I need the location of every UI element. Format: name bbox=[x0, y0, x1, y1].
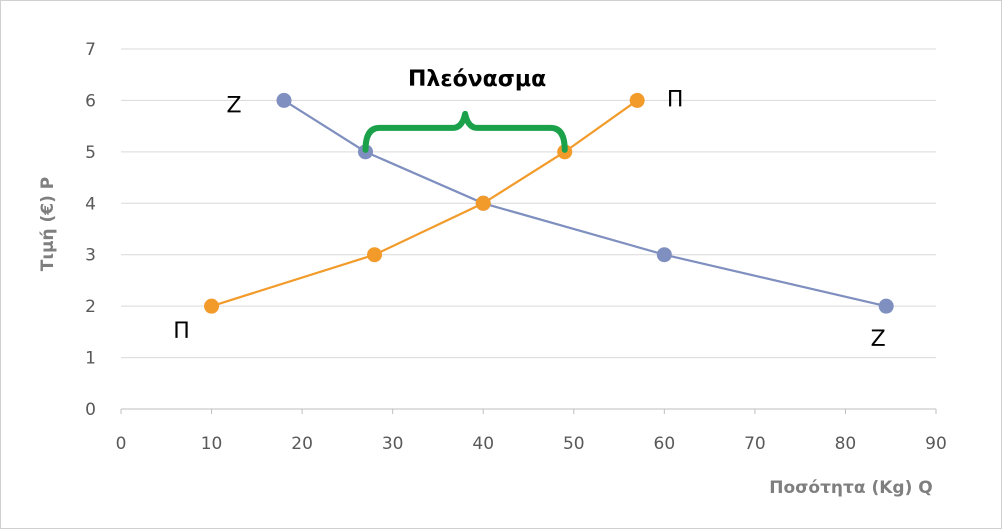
x-axis-title: Ποσότητα (Kg) Q bbox=[769, 478, 932, 498]
y-axis-title: Τιμή (€) P bbox=[38, 177, 58, 272]
y-tick-label: 1 bbox=[85, 349, 96, 369]
curve-label: Π bbox=[667, 87, 684, 112]
y-tick-label: 6 bbox=[85, 91, 96, 111]
x-tick-label: 10 bbox=[201, 434, 223, 454]
y-tick-label: 7 bbox=[85, 40, 96, 60]
x-tick-label: 40 bbox=[472, 434, 494, 454]
surplus-label: Πλεόνασμα bbox=[408, 67, 546, 92]
y-tick-label: 5 bbox=[85, 143, 96, 163]
y-tick-label: 2 bbox=[85, 297, 96, 317]
curve-label: Ζ bbox=[226, 93, 241, 118]
x-tick-label: 50 bbox=[563, 434, 585, 454]
x-tick-label: 80 bbox=[835, 434, 857, 454]
y-tick-label: 3 bbox=[85, 246, 96, 266]
y-tick-label: 4 bbox=[85, 194, 96, 214]
y-tick-labels: 0 1 2 3 4 5 6 7 bbox=[85, 40, 96, 420]
gridlines bbox=[120, 48, 937, 414]
y-tick-label: 0 bbox=[85, 400, 96, 420]
surplus-brace: Πλεόνασμα bbox=[362, 67, 568, 153]
data-point bbox=[878, 298, 894, 314]
data-point bbox=[629, 92, 645, 108]
brace-path bbox=[362, 110, 568, 153]
data-point bbox=[276, 92, 292, 108]
data-point bbox=[367, 247, 383, 263]
x-tick-label: 0 bbox=[116, 434, 127, 454]
x-tick-label: 60 bbox=[654, 434, 676, 454]
data-point bbox=[475, 195, 491, 211]
data-point bbox=[204, 298, 220, 314]
x-tick-label: 20 bbox=[291, 434, 313, 454]
x-tick-labels: 0 10 20 30 40 50 60 70 80 90 bbox=[116, 434, 947, 454]
data-point bbox=[656, 247, 672, 263]
x-tick-label: 30 bbox=[382, 434, 404, 454]
curve-labels: Ζ Ζ Π Π bbox=[173, 87, 885, 352]
curve-label: Ζ bbox=[871, 327, 886, 352]
x-tick-label: 90 bbox=[925, 434, 947, 454]
x-tick-label: 70 bbox=[744, 434, 766, 454]
curve-label: Π bbox=[173, 319, 190, 344]
